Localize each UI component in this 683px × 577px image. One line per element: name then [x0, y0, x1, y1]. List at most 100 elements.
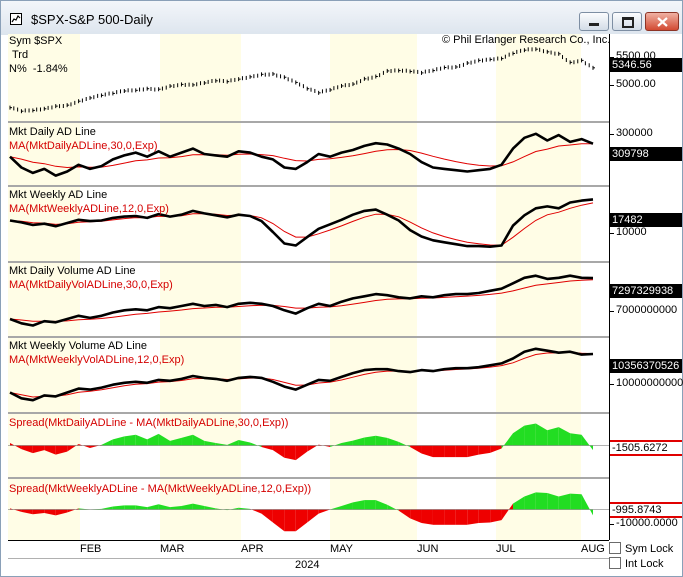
spread-segment — [307, 509, 319, 523]
month-band — [417, 263, 496, 336]
weekly-spread-panel[interactable]: Spread(MktWeeklyADLine - MA(MktWeeklyADL… — [8, 479, 609, 540]
spread-segment — [272, 445, 285, 458]
panel-divider[interactable] — [8, 412, 681, 414]
panel-divider[interactable] — [8, 336, 681, 338]
spread-segment — [204, 440, 216, 446]
spread-label: Spread(MktDailyADLine - MA(MktDailyADLin… — [9, 417, 289, 429]
spread-segment — [124, 434, 136, 446]
chart-app-icon — [10, 13, 22, 25]
month-label: MAY — [330, 543, 354, 555]
month-band — [330, 338, 417, 412]
axis-label: -10000.0000 — [616, 517, 678, 529]
axis-tick — [610, 85, 614, 86]
ma-line — [9, 279, 594, 322]
spread-segment — [272, 509, 285, 532]
spread-segment — [284, 445, 296, 461]
panel-divider[interactable] — [8, 121, 681, 123]
month-band — [80, 263, 160, 336]
spread-segment — [352, 437, 365, 446]
int-lock-checkbox[interactable]: Int Lock — [609, 557, 664, 570]
panel-divider[interactable] — [8, 261, 681, 263]
title-bar[interactable]: $SPX-S&P 500-Daily — [1, 1, 682, 35]
spread-segment — [55, 445, 68, 455]
month-label: JUL — [496, 543, 516, 555]
axis-label: 300000 — [616, 127, 653, 139]
current-value-box: -1505.6272 — [610, 440, 682, 456]
price-chart — [8, 34, 609, 121]
spread-segment — [158, 433, 171, 446]
spread-segment — [295, 509, 308, 532]
spread-segment — [215, 443, 228, 446]
month-band — [160, 263, 241, 336]
spread-segment — [101, 439, 113, 446]
int-lock-label: Int Lock — [625, 558, 664, 570]
symbol-info: Sym $SPX Trd N% -1.84% — [9, 34, 68, 76]
spread-segment — [375, 435, 388, 446]
month-band — [581, 34, 609, 121]
spread-segment — [581, 494, 593, 516]
close-button[interactable] — [645, 12, 679, 31]
spread-segment — [112, 505, 125, 510]
price-panel[interactable]: Sym $SPX Trd N% -1.84% © Phil Erlanger R… — [8, 34, 611, 121]
spread-segment — [307, 444, 319, 452]
maximize-button[interactable] — [612, 12, 642, 31]
weekly-volume-ad-panel[interactable]: Mkt Weekly Volume AD Line MA(MktWeeklyVo… — [8, 338, 609, 412]
spread-segment — [135, 505, 148, 510]
month-band — [496, 187, 581, 261]
month-band — [8, 34, 80, 121]
panel-title: Mkt Daily Volume AD Line — [9, 265, 136, 277]
weekly-ad-chart — [8, 187, 609, 261]
spread-segment — [512, 496, 525, 510]
panel-divider[interactable] — [8, 185, 681, 187]
ma-label: MA(MktWeeklyVolADLine,12,0,Exp) — [9, 354, 185, 366]
current-value-box: 5346.56 — [610, 58, 682, 72]
spread-segment — [124, 505, 136, 510]
daily-spread-chart — [8, 414, 609, 477]
month-band — [496, 263, 581, 336]
month-band — [330, 263, 417, 336]
spread-segment — [238, 440, 251, 446]
spread-segment — [147, 504, 159, 510]
spread-segment — [330, 505, 342, 510]
spread-segment — [570, 493, 582, 510]
minimize-button[interactable] — [579, 12, 609, 31]
month-band — [80, 34, 160, 121]
month-band — [160, 187, 241, 261]
copyright-text: © Phil Erlanger Research Co., Inc. — [442, 34, 611, 46]
month-label: APR — [241, 543, 264, 555]
ma-label: MA(MktDailyVolADLine,30,0,Exp) — [9, 279, 173, 291]
spread-segment — [44, 445, 56, 455]
checkbox-box[interactable] — [609, 557, 621, 569]
spread-segment — [170, 437, 182, 446]
checkbox-box[interactable] — [609, 542, 621, 554]
spread-segment — [535, 492, 548, 510]
spread-segment — [158, 504, 171, 510]
month-band — [241, 338, 330, 412]
chart-plot-area[interactable]: Sym $SPX Trd N% -1.84% © Phil Erlanger R… — [8, 34, 611, 540]
month-label: AUG — [581, 543, 605, 555]
weekly-ad-panel[interactable]: Mkt Weekly AD Line MA(MktWeeklyADLine,12… — [8, 187, 609, 261]
pct-value: -1.84% — [32, 63, 68, 75]
sym-label: Sym — [9, 35, 31, 47]
spread-segment — [318, 444, 331, 448]
spread-segment — [21, 509, 33, 515]
daily-ad-chart — [8, 123, 609, 185]
panel-divider[interactable] — [8, 477, 681, 479]
month-band — [8, 123, 80, 185]
spread-segment — [32, 509, 45, 515]
daily-ad-panel[interactable]: Mkt Daily AD Line MA(MktDailyADLine,30,0… — [8, 123, 609, 185]
spread-segment — [10, 443, 22, 450]
current-value-box: 7297329938 — [610, 284, 682, 298]
month-band — [581, 187, 609, 261]
maximize-icon — [622, 17, 634, 28]
value-axis[interactable]: 5500.00 5346.56 5000.00 300000 309798 17… — [609, 34, 683, 540]
sym-lock-checkbox[interactable]: Sym Lock — [609, 542, 673, 555]
spread-segment — [170, 505, 182, 510]
daily-volume-ad-panel[interactable]: Mkt Daily Volume AD Line MA(MktDailyVolA… — [8, 263, 609, 336]
date-axis[interactable]: FEB MAR APR MAY JUN JUL AUG 2024 — [8, 540, 609, 576]
spread-segment — [181, 434, 193, 446]
spread-segment — [490, 509, 502, 523]
daily-spread-panel[interactable]: Spread(MktDailyADLine - MA(MktDailyADLin… — [8, 414, 609, 477]
month-band — [417, 338, 496, 412]
axis-tick — [610, 134, 614, 135]
